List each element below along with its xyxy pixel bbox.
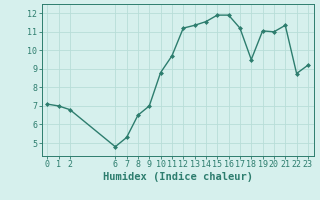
X-axis label: Humidex (Indice chaleur): Humidex (Indice chaleur) xyxy=(103,172,252,182)
